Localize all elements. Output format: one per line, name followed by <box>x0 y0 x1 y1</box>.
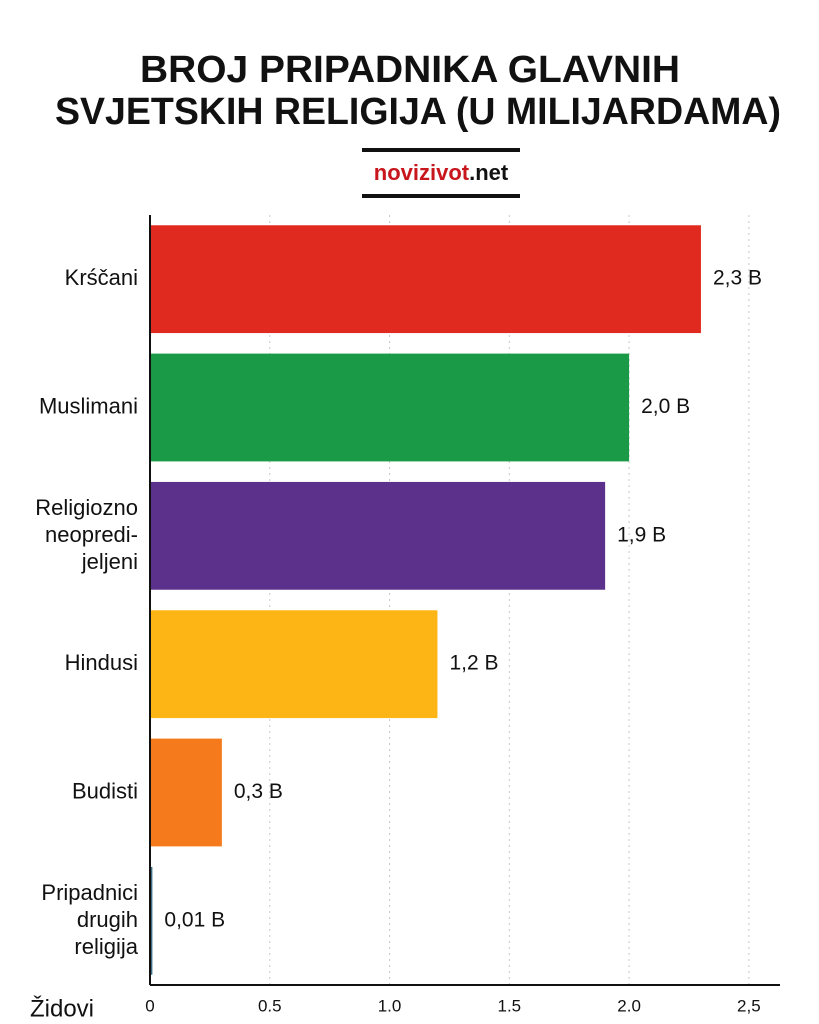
source: novizivot.net <box>374 160 509 185</box>
label-line: Religiozno <box>35 495 138 520</box>
label-line: Hindusi <box>65 650 138 675</box>
x-tick-label: 1.5 <box>497 996 521 1015</box>
bar <box>150 610 438 719</box>
value-label: 0,3 B <box>234 780 283 803</box>
value-label: 1,9 B <box>617 523 666 546</box>
bar <box>150 738 222 847</box>
y-tick-label: Pripadnici drugih religija <box>41 880 138 959</box>
chart-title: SVJETSKIH RELIGIJA (U MILIJARDAMA) <box>55 91 781 133</box>
y-tick-label: Budisti <box>72 778 138 803</box>
label-line: Pripadnici <box>41 880 138 905</box>
label-line: Budisti <box>72 778 138 803</box>
label-line: religija <box>74 934 138 959</box>
label-line: neopredi- <box>45 522 138 547</box>
bar <box>150 225 701 334</box>
y-tick-label: Krśčani <box>65 265 138 290</box>
x-tick-label: 0 <box>145 996 154 1015</box>
y-tick-label: Muslimani <box>39 393 138 418</box>
chart-title: BROJ PRIPADNIKA GLAVNIH <box>140 49 680 91</box>
label-line: jeljeni <box>81 549 138 574</box>
value-label: 1,2 B <box>449 652 498 675</box>
x-tick-label: 1.0 <box>378 996 402 1015</box>
source-tld: .net <box>469 160 509 185</box>
bar <box>150 481 606 590</box>
x-tick-label: 2,5 <box>737 996 761 1015</box>
label-line: drugih <box>77 907 138 932</box>
label-line: Krśčani <box>65 265 138 290</box>
y-tick-label: Religiozno neopredi-jeljeni <box>35 495 138 574</box>
bar <box>150 866 153 975</box>
source-name: novizivot <box>374 160 470 185</box>
bar <box>150 353 630 462</box>
y-tick-label: Hindusi <box>65 650 138 675</box>
label-line: Muslimani <box>39 393 138 418</box>
x-tick-label: 2.0 <box>617 996 641 1015</box>
x-tick-label: 0.5 <box>258 996 282 1015</box>
value-label: 2,0 B <box>641 395 690 418</box>
annotation: Židovi <box>30 995 94 1022</box>
value-label: 2,3 B <box>713 267 762 290</box>
value-label: 0,01 B <box>164 908 225 931</box>
